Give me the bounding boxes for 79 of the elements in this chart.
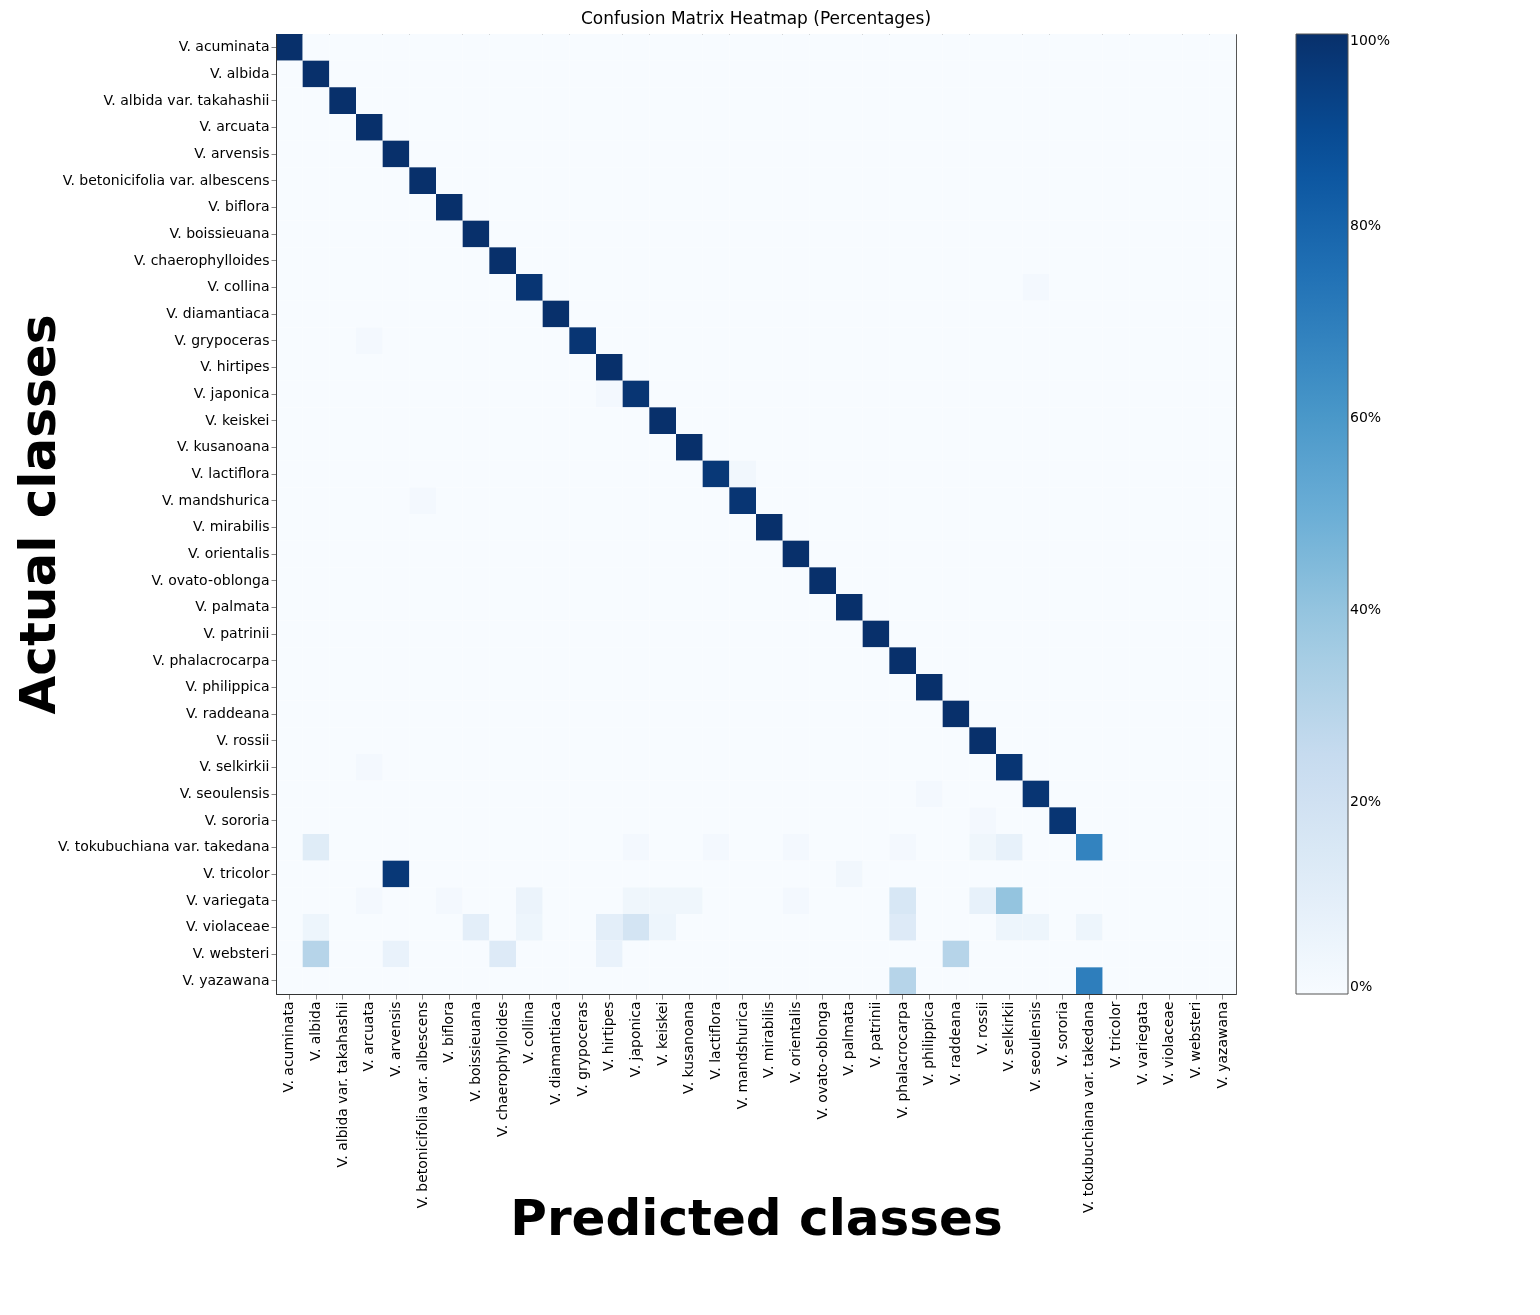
y-tick-label: V. phalacrocarpa [152, 651, 270, 668]
x-axis-title: Predicted classes [510, 1188, 1003, 1247]
x-tick-label: V. biflora [440, 1001, 457, 1063]
x-tick-label: V. orientalis [787, 1001, 803, 1084]
x-tick-label: V. philippica [920, 1001, 937, 1086]
y-tick-label: V. arcuata [199, 118, 270, 135]
x-tick-label: V. grypoceras [573, 1001, 590, 1097]
y-tick-label: V. selkirkii [199, 758, 270, 775]
color-bar-label: 60% [1350, 409, 1382, 425]
y-tick-label: V. acuminata [178, 38, 270, 55]
color-bar-label: 100% [1350, 32, 1391, 48]
x-tick-label: V. chaerophylloides [493, 1001, 510, 1138]
x-tick-label: V. palmata [840, 1001, 857, 1076]
x-tick-label: V. keiskei [653, 1001, 670, 1066]
x-tick-label: V. ovato-oblonga [813, 1001, 830, 1120]
x-tick-label: V. kusanoana [680, 1001, 697, 1095]
y-tick-label: V. patrinii [203, 625, 270, 641]
y-tick-label: V. violaceae [186, 918, 270, 935]
x-tick-label: V. tricolor [1107, 1001, 1123, 1068]
x-tick-label: V. mirabilis [760, 1001, 777, 1078]
x-tick-label: V. arvensis [387, 1001, 403, 1077]
x-tick-label: V. collina [520, 1001, 537, 1064]
x-tick-label: V. violaceae [1160, 1001, 1177, 1085]
x-tick-label: V. tokubuchiana var. takedana [1080, 1001, 1097, 1213]
x-tick-label: V. japonica [627, 1001, 643, 1078]
y-tick-label: V. ovato-oblonga [151, 571, 270, 588]
y-tick-label: V. tokubuchiana var. takedana [58, 838, 270, 855]
color-bar-label: 40% [1350, 601, 1382, 617]
y-tick-label: V. tricolor [203, 865, 270, 881]
x-tick-label: V. patrinii [867, 1001, 883, 1068]
y-tick-label: V. kusanoana [176, 438, 270, 455]
chart-title: Confusion Matrix Heatmap (Percentages) [580, 8, 932, 28]
y-axis-title: Actual classes [8, 314, 67, 715]
x-tick-label: V. websteri [1187, 1001, 1203, 1079]
x-tick-label: V. selkirkii [1000, 1001, 1017, 1072]
y-tick-label: V. chaerophylloides [133, 251, 270, 268]
y-tick-label: V. collina [207, 278, 270, 295]
y-tick-label: V. keiskei [205, 411, 270, 428]
x-tick-label: V. hirtipes [600, 1001, 617, 1071]
y-tick-label: V. japonica [193, 385, 270, 401]
y-tick-label: V. variegata [186, 891, 270, 908]
y-tick-label: V. grypoceras [174, 331, 270, 348]
y-tick-label: V. betonicifolia var. albescens [62, 171, 270, 188]
y-tick-label: V. arvensis [194, 145, 270, 161]
x-tick-label: V. raddeana [947, 1001, 963, 1085]
x-tick-label: V. seoulensis [1027, 1001, 1043, 1092]
x-tick-label: V. lactiflora [707, 1001, 723, 1080]
x-tick-label: V. diamantiaca [547, 1001, 563, 1105]
x-tick-label: V. betonicifolia var. albescens [413, 1001, 430, 1209]
color-bar-label: 0% [1350, 978, 1373, 994]
color-bar-label: 20% [1350, 793, 1382, 809]
x-tick-label: V. phalacrocarpa [893, 1001, 910, 1119]
x-tick-label: V. variegata [1133, 1001, 1150, 1085]
y-tick-label: V. biflora [208, 198, 270, 215]
y-tick-label: V. lactiflora [191, 465, 270, 481]
x-tick-label: V. rossii [973, 1001, 990, 1055]
y-tick-label: V. mandshurica [161, 491, 270, 508]
y-tick-label: V. yazawana [182, 971, 270, 988]
y-tick-label: V. websteri [192, 945, 270, 961]
y-tick-label: V. boissieuana [169, 225, 270, 241]
color-bar-label: 80% [1350, 217, 1382, 233]
x-tick-label: V. yazawana [1213, 1001, 1230, 1089]
y-tick-label: V. diamantiaca [166, 305, 270, 321]
x-tick-label: V. arcuata [360, 1001, 377, 1072]
y-tick-label: V. philippica [185, 678, 270, 695]
x-tick-label: V. albida [307, 1001, 323, 1061]
y-tick-label: V. rossii [216, 731, 270, 748]
y-tick-label: V. orientalis [187, 545, 270, 561]
x-tick-label: V. mandshurica [733, 1001, 750, 1110]
y-tick-label: V. sororia [204, 811, 270, 828]
y-tick-label: V. albida [210, 65, 270, 81]
y-tick-label: V. hirtipes [200, 358, 270, 375]
y-tick-label: V. albida var. takahashii [103, 91, 270, 108]
x-tick-label: V. sororia [1053, 1001, 1070, 1067]
x-tick-label: V. boissieuana [467, 1001, 483, 1102]
y-tick-label: V. palmata [195, 598, 270, 615]
y-tick-label: V. seoulensis [179, 785, 270, 801]
y-tick-label: V. raddeana [186, 705, 270, 721]
y-tick-label: V. mirabilis [193, 518, 270, 535]
